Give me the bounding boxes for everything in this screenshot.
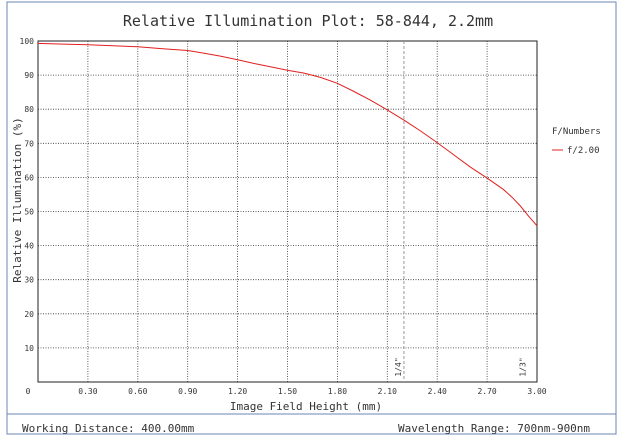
wavelength-range-text: Wavelength Range: 700nm-900nm bbox=[398, 422, 591, 435]
y-tick-label: 20 bbox=[24, 310, 34, 319]
annotations: 1/4" 1/3" bbox=[394, 41, 528, 382]
x-tick-label: 1.20 bbox=[228, 387, 247, 396]
chart-title: Relative Illumination Plot: 58-844, 2.2m… bbox=[123, 12, 493, 30]
y-tick-label: 60 bbox=[24, 173, 34, 182]
y-tick-label: 40 bbox=[24, 242, 34, 251]
x-tick-label: 0 bbox=[26, 387, 31, 396]
x-tick-label: 0.60 bbox=[128, 387, 147, 396]
x-tick-label: 1.80 bbox=[328, 387, 347, 396]
y-tick-label: 90 bbox=[24, 71, 34, 80]
x-axis-label: Image Field Height (mm) bbox=[230, 400, 382, 413]
sensor-marker-label: 1/3" bbox=[519, 357, 528, 376]
y-tick-label: 10 bbox=[24, 344, 34, 353]
grid bbox=[38, 41, 537, 382]
y-tick-label: 70 bbox=[24, 139, 34, 148]
y-tick-label: 50 bbox=[24, 208, 34, 217]
x-tick-label: 2.70 bbox=[477, 387, 496, 396]
y-tick-labels: 10 20 30 40 50 60 70 80 90 100 bbox=[20, 37, 35, 353]
x-tick-label: 1.50 bbox=[278, 387, 297, 396]
y-axis-label: Relative Illumination (%) bbox=[11, 117, 24, 283]
y-tick-label: 80 bbox=[24, 105, 34, 114]
plot-area-border bbox=[37, 40, 538, 383]
series-group bbox=[37, 42, 538, 227]
sensor-marker-label: 1/4" bbox=[394, 357, 403, 376]
series-line bbox=[37, 42, 538, 227]
x-tick-label: 2.40 bbox=[428, 387, 447, 396]
x-tick-label: 0.30 bbox=[78, 387, 97, 396]
legend-title: F/Numbers bbox=[552, 127, 601, 137]
working-distance-text: Working Distance: 400.00mm bbox=[22, 422, 195, 435]
y-tick-label: 30 bbox=[24, 276, 34, 285]
x-tick-label: 0.90 bbox=[178, 387, 197, 396]
legend-entry: f/2.00 bbox=[567, 146, 600, 156]
x-tick-label: 2.10 bbox=[378, 387, 397, 396]
x-tick-label: 3.00 bbox=[527, 387, 546, 396]
y-tick-label: 100 bbox=[20, 37, 35, 46]
x-tick-labels: 0 0.30 0.60 0.90 1.20 1.50 1.80 2.10 2.40 2.70 3.0… bbox=[26, 387, 547, 396]
